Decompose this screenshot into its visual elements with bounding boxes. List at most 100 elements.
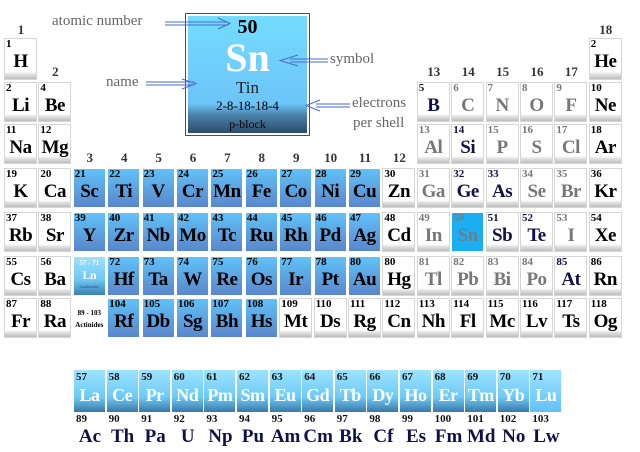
element-cell-mt[interactable]: 109 Mt [279,298,313,338]
element-cell-fr[interactable]: 87 Fr [4,298,37,338]
element-cell-s[interactable]: 16 S [520,124,553,164]
element-cell-sn[interactable]: 50 Sn [451,212,485,252]
actinide-cell-am[interactable]: 95 Am [270,412,302,452]
actinide-cell-bk[interactable]: 97 Bk [335,412,367,452]
element-cell-te[interactable]: 52 Te [520,212,553,252]
element-cell-mn[interactable]: 25 Mn [210,168,244,208]
element-cell-actinides[interactable]: 89 - 103 Actinides [72,298,106,338]
element-cell-na[interactable]: 11 Na [4,124,37,164]
actinide-cell-fm[interactable]: 100 Fm [433,412,465,452]
lanthanide-cell-tb[interactable]: 65 Tb [334,370,367,412]
element-cell-tc[interactable]: 43 Tc [210,212,244,252]
element-cell-k[interactable]: 19 K [4,168,37,208]
element-cell-rn[interactable]: 86 Rn [588,256,622,296]
actinide-cell-cm[interactable]: 96 Cm [302,412,334,452]
element-cell-zr[interactable]: 40 Zr [107,212,141,252]
element-cell-ca[interactable]: 20 Ca [38,168,72,208]
element-cell-ru[interactable]: 44 Ru [244,212,278,252]
element-cell-br[interactable]: 35 Br [554,168,588,208]
element-cell-pt[interactable]: 78 Pt [313,256,347,296]
lanthanide-cell-dy[interactable]: 66 Dy [367,370,400,412]
element-cell-pd[interactable]: 46 Pd [313,212,347,252]
element-cell-si[interactable]: 14 Si [451,124,485,164]
element-cell-ga[interactable]: 31 Ga [416,168,450,208]
lanthanide-cell-pm[interactable]: 61 Pm [204,370,237,412]
actinide-cell-pu[interactable]: 94 Pu [237,412,269,452]
element-cell-rb[interactable]: 37 Rb [4,212,37,252]
element-cell-ba[interactable]: 56 Ba [38,256,72,296]
element-cell-zn[interactable]: 30 Zn [382,168,416,208]
element-cell-ne[interactable]: 10 Ne [588,82,622,122]
element-cell-cd[interactable]: 48 Cd [382,212,416,252]
element-cell-cu[interactable]: 29 Cu [348,168,381,208]
element-cell-cr[interactable]: 24 Cr [176,168,209,208]
element-cell-co[interactable]: 27 Co [279,168,313,208]
element-cell-mg[interactable]: 12 Mg [38,124,72,164]
element-cell-p[interactable]: 15 P [485,124,519,164]
lanthanide-cell-pr[interactable]: 59 Pr [139,370,172,412]
element-cell-po[interactable]: 84 Po [520,256,553,296]
lanthanide-cell-yb[interactable]: 70 Yb [497,370,530,412]
element-cell-ln[interactable]: 57 - 71 Ln Lanthanides [72,256,106,296]
element-cell-tl[interactable]: 81 Tl [416,256,450,296]
element-cell-cl[interactable]: 17 Cl [554,124,588,164]
element-cell-y[interactable]: 39 Y [72,212,106,252]
element-cell-at[interactable]: 85 At [554,256,588,296]
element-cell-in[interactable]: 49 In [416,212,450,252]
element-cell-hg[interactable]: 80 Hg [382,256,416,296]
element-cell-mo[interactable]: 42 Mo [176,212,209,252]
element-cell-ta[interactable]: 73 Ta [141,256,175,296]
element-cell-rf[interactable]: 104 Rf [107,298,141,338]
element-cell-be[interactable]: 4 Be [38,82,72,122]
lanthanide-cell-sm[interactable]: 62 Sm [237,370,269,412]
element-cell-ti[interactable]: 22 Ti [107,168,141,208]
element-cell-ni[interactable]: 28 Ni [313,168,347,208]
lanthanide-cell-ho[interactable]: 67 Ho [400,370,432,412]
element-cell-bh[interactable]: 107 Bh [210,298,244,338]
element-cell-nb[interactable]: 41 Nb [141,212,175,252]
element-cell-sr[interactable]: 38 Sr [38,212,72,252]
actinide-cell-pa[interactable]: 91 Pa [139,412,171,452]
element-cell-ra[interactable]: 88 Ra [38,298,72,338]
lanthanide-cell-tm[interactable]: 69 Tm [465,370,498,412]
element-cell-au[interactable]: 80 Au [348,256,381,296]
element-cell-lv[interactable]: 116 Lv [520,298,553,338]
actinide-cell-lw[interactable]: 103 Lw [530,412,562,452]
element-cell-ar[interactable]: 18 Ar [588,124,622,164]
element-cell-v[interactable]: 23 V [141,168,175,208]
actinide-cell-cf[interactable]: 98 Cf [367,412,399,452]
actinide-cell-es[interactable]: 99 Es [400,412,432,452]
element-cell-al[interactable]: 13 Al [416,124,450,164]
element-cell-ds[interactable]: 110 Ds [313,298,347,338]
element-cell-i[interactable]: 53 I [554,212,588,252]
lanthanide-cell-gd[interactable]: 64 Gd [302,370,335,412]
element-cell-kr[interactable]: 36 Kr [588,168,622,208]
element-cell-sc[interactable]: 21 Sc [72,168,106,208]
element-cell-ts[interactable]: 117 Ts [554,298,588,338]
element-cell-he[interactable]: 2 He [588,38,622,80]
element-cell-rh[interactable]: 45 Rh [279,212,313,252]
element-cell-fe[interactable]: 26 Fe [244,168,278,208]
element-cell-hf[interactable]: 72 Hf [107,256,141,296]
element-cell-os[interactable]: 76 Os [244,256,278,296]
element-cell-og[interactable]: 118 Og [588,298,622,338]
lanthanide-cell-la[interactable]: 57 La [74,370,106,412]
element-cell-se[interactable]: 34 Se [520,168,553,208]
element-cell-ag[interactable]: 47 Ag [348,212,381,252]
element-cell-fl[interactable]: 114 Fl [451,298,485,338]
element-cell-hs[interactable]: 108 Hs [244,298,278,338]
lanthanide-cell-lu[interactable]: 71 Lu [530,370,563,412]
lanthanide-cell-eu[interactable]: 63 Eu [269,370,302,412]
actinide-cell-md[interactable]: 101 Md [465,412,497,452]
lanthanide-cell-ce[interactable]: 58 Ce [106,370,139,412]
element-cell-rg[interactable]: 111 Rg [348,298,381,338]
actinide-cell-u[interactable]: 92 U [172,412,204,452]
element-cell-mc[interactable]: 115 Mc [485,298,519,338]
element-cell-sb[interactable]: 51 Sb [485,212,519,252]
element-cell-bi[interactable]: 83 Bi [485,256,519,296]
actinide-cell-no[interactable]: 102 No [498,412,530,452]
